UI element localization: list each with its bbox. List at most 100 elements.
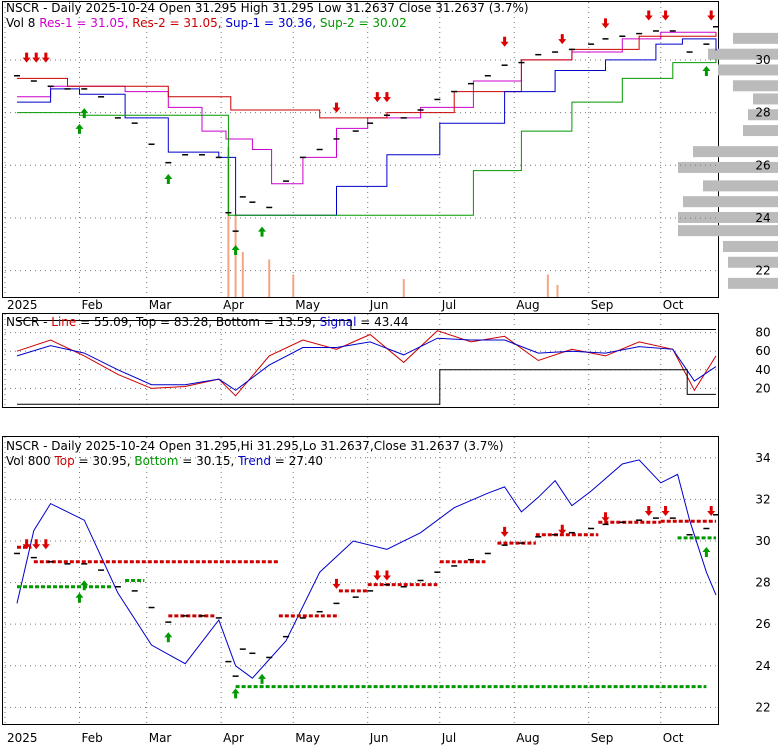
volume-profile-bar — [733, 80, 778, 92]
x-tick-label: Mar — [149, 731, 172, 745]
oscillator-series — [16, 320, 717, 405]
volume-profile-bar — [733, 32, 778, 44]
oscillator-y-tick-label: 20 — [755, 381, 770, 395]
trend-legend-item: = 27.40 — [271, 454, 323, 468]
x-tick-label: Jul — [441, 298, 456, 312]
osc-legend-item: = 83.28, — [156, 315, 216, 329]
price-panel-legend: Vol 8 Res-1 = 31.05, Res-2 = 31.05, Sup-… — [6, 16, 407, 30]
trend-panel-frame — [2, 436, 719, 725]
sell-arrow — [332, 102, 341, 113]
sell-arrow — [373, 570, 382, 581]
trend-line — [16, 459, 717, 679]
price-panel-title: NSCR - Daily 2025-10-24 Open 31.295 High… — [6, 1, 529, 15]
volume-profile-bar — [723, 240, 778, 252]
x-tick-label: Sep — [591, 298, 614, 312]
sell-arrow — [41, 52, 50, 63]
price-legend-item: Res-1 = 31.05, — [35, 16, 128, 30]
sell-arrow — [601, 512, 610, 523]
sell-arrow — [644, 506, 653, 517]
volume-profile — [678, 32, 778, 289]
price-y-tick-label: 28 — [755, 106, 770, 120]
trend-y-tick-label: 30 — [755, 534, 770, 548]
volume-profile-bar — [693, 146, 778, 158]
trend-legend-item: Vol 800 — [6, 454, 55, 468]
buy-arrow — [75, 592, 84, 603]
sell-arrow — [32, 52, 41, 63]
trend-legend-item: Trend — [237, 454, 271, 468]
sell-arrow — [382, 570, 391, 581]
price-legend-item: Res-2 = 31.05, — [128, 16, 221, 30]
price-panel-frame — [2, 1, 719, 298]
volume-profile-bar — [743, 125, 778, 137]
volume-bars — [227, 147, 559, 297]
sell-arrow — [22, 539, 31, 550]
sell-arrow — [22, 52, 31, 63]
oscillator-y-tick-label: 60 — [755, 344, 770, 358]
x-tick-label: Feb — [81, 731, 102, 745]
sell-arrow — [644, 10, 653, 21]
sell-arrow — [661, 506, 670, 517]
trend-y-tick-label: 24 — [755, 659, 770, 673]
x-tick-label: Mar — [149, 298, 172, 312]
volume-profile-bar — [728, 277, 778, 289]
x-tick-label: Aug — [516, 298, 539, 312]
sell-arrow — [500, 36, 509, 47]
oscillator-bottom-line — [17, 369, 716, 405]
osc-legend-item: Top — [135, 315, 156, 329]
osc-legend-item: Line — [51, 315, 76, 329]
volume-profile-bar — [753, 93, 778, 105]
price-legend-item: Sup-1 = 30.36, — [222, 16, 316, 30]
x-tick-label: 2025 — [7, 298, 38, 312]
trend-y-tick-label: 32 — [755, 492, 770, 506]
sell-arrow — [332, 578, 341, 589]
sell-arrow — [558, 34, 567, 45]
sell-arrow — [41, 539, 50, 550]
buy-arrow — [164, 173, 173, 184]
x-tick-label: Jun — [369, 298, 389, 312]
tick-labels: 22 24 26 28 30 20 40 60 80 22 24 26 28 30 32 34 2025 2025… — [7, 53, 771, 745]
osc-legend-item: = 13.59, — [260, 315, 320, 329]
series-sup-2-line — [17, 59, 717, 216]
sell-arrow — [707, 10, 716, 21]
oscillator-top-line — [17, 320, 716, 330]
price-y-tick-label: 24 — [755, 211, 770, 225]
buy-arrow — [80, 580, 89, 591]
sell-arrow — [558, 524, 567, 535]
volume-profile-bar — [748, 109, 778, 121]
trend-panel-series — [14, 459, 719, 699]
trend-y-tick-label: 26 — [755, 617, 770, 631]
price-y-tick-label: 22 — [755, 264, 770, 278]
x-tick-label: 2025 — [7, 731, 38, 745]
sell-arrow — [382, 92, 391, 103]
sell-arrow — [373, 92, 382, 103]
osc-legend-item: Bottom — [216, 315, 260, 329]
trend-y-tick-label: 22 — [755, 700, 770, 714]
buy-arrow — [75, 123, 84, 134]
x-tick-label: Oct — [663, 298, 684, 312]
trend-y-tick-label: 34 — [755, 451, 770, 465]
volume-profile-bar — [678, 161, 778, 173]
trend-panel-legend: Vol 800 Top = 30.95, Bottom = 30.15, Tre… — [6, 454, 323, 468]
x-tick-label: Aug — [516, 731, 539, 745]
x-tick-label: Jun — [369, 731, 389, 745]
x-tick-label: May — [295, 298, 320, 312]
sell-arrow — [707, 506, 716, 517]
sell-arrow — [601, 18, 610, 29]
buy-arrow — [702, 65, 711, 76]
sell-arrow — [32, 539, 41, 550]
buy-arrow — [231, 688, 240, 699]
volume-profile-bar — [708, 48, 778, 60]
series-sup-1-line — [17, 38, 717, 216]
series-res-2-line — [17, 32, 717, 119]
x-tick-label: Apr — [223, 731, 244, 745]
price-y-tick-label: 26 — [755, 158, 770, 172]
price-y-tick-label: 30 — [755, 53, 770, 67]
buy-arrow — [702, 546, 711, 557]
trend-legend-item: = 30.15, — [178, 454, 238, 468]
osc-legend-item: = 43.44 — [356, 315, 408, 329]
volume-profile-bar — [718, 64, 778, 76]
trend-panel-title: NSCR - Daily 2025-10-24 Open 31.295,Hi 3… — [6, 439, 504, 453]
price-legend-item: Vol 8 — [6, 16, 35, 30]
